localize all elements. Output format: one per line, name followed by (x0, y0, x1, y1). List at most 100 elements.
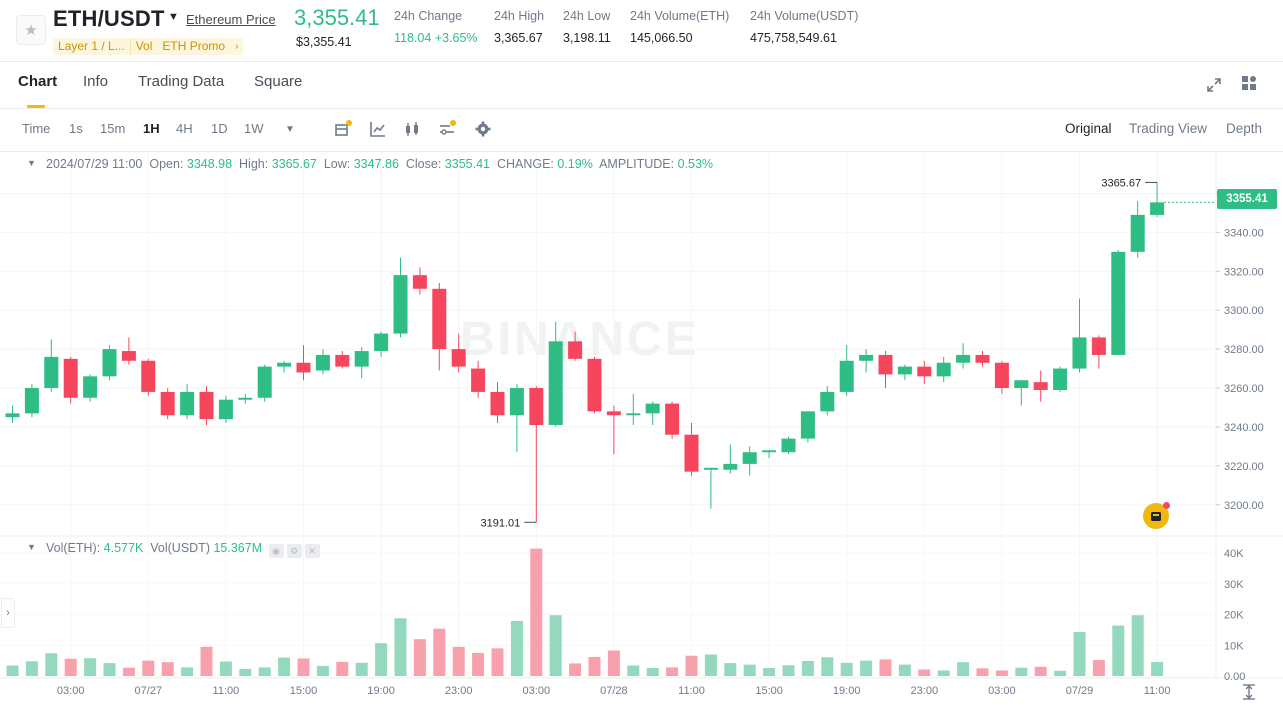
ohlc-change-label: CHANGE: (496, 157, 554, 171)
tag-vol[interactable]: Vol (129, 38, 158, 55)
volume-bar (142, 660, 155, 676)
tab-trading-data[interactable]: Trading Data (138, 73, 225, 90)
vol-eth-label: Vol(ETH): (46, 541, 101, 555)
close-icon[interactable]: ✕ (304, 544, 320, 558)
view-original[interactable]: Original (1065, 121, 1112, 136)
time-tick-label: 11:00 (678, 685, 705, 697)
indicator-settings-icon[interactable] (438, 120, 456, 138)
volume-bar (510, 621, 523, 676)
active-tab-indicator (27, 105, 45, 108)
stat-label: 24h Volume(USDT) (750, 9, 859, 23)
timeframe-time[interactable]: Time (22, 121, 51, 136)
timeframe-15m[interactable]: 15m (100, 121, 126, 136)
price-tick-label: 3340.00 (1224, 227, 1264, 239)
view-depth[interactable]: Depth (1226, 121, 1263, 136)
eye-icon[interactable]: ◉ (268, 544, 284, 558)
timeframe-1h[interactable]: 1H (143, 121, 160, 136)
candle-body (742, 452, 757, 464)
low-marker-label: 3191.01 (481, 517, 521, 529)
favorite-star-button[interactable]: ★ (16, 15, 46, 45)
high-marker-label: 3365.67 (1101, 177, 1141, 189)
candle-body (412, 275, 427, 289)
view-trading-view[interactable]: Trading View (1129, 121, 1208, 136)
vol-usdt-value: 15.367M (213, 541, 263, 555)
tab-info[interactable]: Info (83, 73, 109, 90)
volume-bar (1073, 632, 1086, 676)
ohlc-high-label: High: (239, 157, 269, 171)
axis-scale-icon[interactable] (1240, 683, 1258, 701)
candle-body (1072, 337, 1087, 369)
tab-square[interactable]: Square (254, 73, 303, 90)
volume-bar (957, 662, 970, 676)
volume-bar (25, 661, 38, 676)
stat-value: 3,198.11 (563, 31, 611, 45)
price-tick-label: 3280.00 (1224, 344, 1264, 356)
candlestick-type-icon[interactable] (403, 120, 421, 138)
calendar-indicator-icon[interactable] (334, 120, 352, 138)
candle-body (141, 360, 156, 392)
candlestick-chart[interactable]: 3200.00 3220.00 3240.00 3260.00 3280.00 3300.… (0, 152, 1283, 716)
time-tick-label: 23:00 (445, 685, 473, 697)
gear-icon[interactable] (474, 120, 492, 138)
candle-body (568, 341, 583, 359)
timeframe-4h[interactable]: 4H (176, 121, 193, 136)
candle-body (471, 368, 486, 392)
candle-body (24, 388, 39, 414)
candle-body (626, 413, 641, 416)
volume-bar (588, 656, 601, 676)
tag-eth-promo[interactable]: ETH Promo (162, 39, 226, 53)
pair-symbol[interactable]: ETH/USDT (53, 6, 165, 31)
candle-body (1033, 382, 1048, 390)
ethereum-price-link[interactable]: Ethereum Price (186, 12, 276, 27)
candle-body (393, 275, 408, 334)
ohlc-collapse-icon[interactable]: ▼ (27, 158, 36, 168)
stat-value: 3,365.67 (494, 31, 543, 45)
candle-body (1111, 251, 1126, 355)
volume-bar (200, 646, 213, 676)
time-tick-label: 03:00 (57, 685, 85, 697)
stat-24h-volume-usdt: 24h Volume(USDT) 475,758,549.61 (750, 9, 858, 45)
volume-bar (801, 660, 814, 676)
timeframe-1s[interactable]: 1s (69, 121, 83, 136)
volume-bar (84, 658, 97, 676)
ohlc-close-label: Close: (405, 157, 442, 171)
tags-chevron-right-icon[interactable]: › (235, 41, 239, 52)
candle-body (180, 391, 195, 416)
volume-bar (607, 650, 620, 676)
tab-chart[interactable]: Chart (18, 73, 58, 90)
volume-bar (569, 663, 582, 676)
volume-collapse-icon[interactable]: ▼ (27, 542, 36, 552)
volume-bar (394, 618, 407, 676)
candle-body (160, 391, 175, 416)
volume-bar (763, 668, 776, 676)
last-price: 3,355.41 (294, 5, 380, 30)
volume-bar (1054, 670, 1067, 676)
candle-body (44, 356, 59, 389)
ohlc-legend: 2024/07/29 11:00 Open: 3348.98 High: 336… (46, 157, 713, 171)
volume-bar (782, 665, 795, 676)
volume-bar (1131, 615, 1144, 676)
timeframe-more-dropdown-icon[interactable]: ▼ (285, 124, 295, 135)
volume-bar (239, 668, 252, 676)
volume-tick-label: 20K (1224, 610, 1244, 622)
chart-side-panel-toggle-icon[interactable]: › (1, 598, 15, 628)
volume-bar (646, 668, 659, 676)
volume-bar (1034, 666, 1047, 676)
volume-bar (937, 670, 950, 676)
timeframe-1d[interactable]: 1D (211, 121, 228, 136)
timeframe-1w[interactable]: 1W (244, 121, 264, 136)
candle-body (315, 354, 330, 371)
pair-dropdown-icon[interactable]: ▼ (168, 11, 179, 23)
candle-body (684, 434, 699, 472)
layout-grid-icon[interactable] (1240, 74, 1258, 92)
tag-layer1[interactable]: Layer 1 / L... (58, 39, 125, 53)
time-tick-label: 07/27 (135, 685, 163, 697)
expand-icon[interactable] (1205, 76, 1223, 94)
volume-bar (879, 659, 892, 676)
candle-body (703, 467, 718, 470)
stat-label: 24h High (494, 9, 545, 23)
settings-icon[interactable]: ⚙ (286, 544, 302, 558)
price-tick-label: 3300.00 (1224, 305, 1264, 317)
chart-area[interactable]: BINANCE 3200.00 3220.00 3240.00 3260.00 3280… (0, 152, 1283, 716)
line-chart-icon[interactable] (369, 120, 387, 138)
